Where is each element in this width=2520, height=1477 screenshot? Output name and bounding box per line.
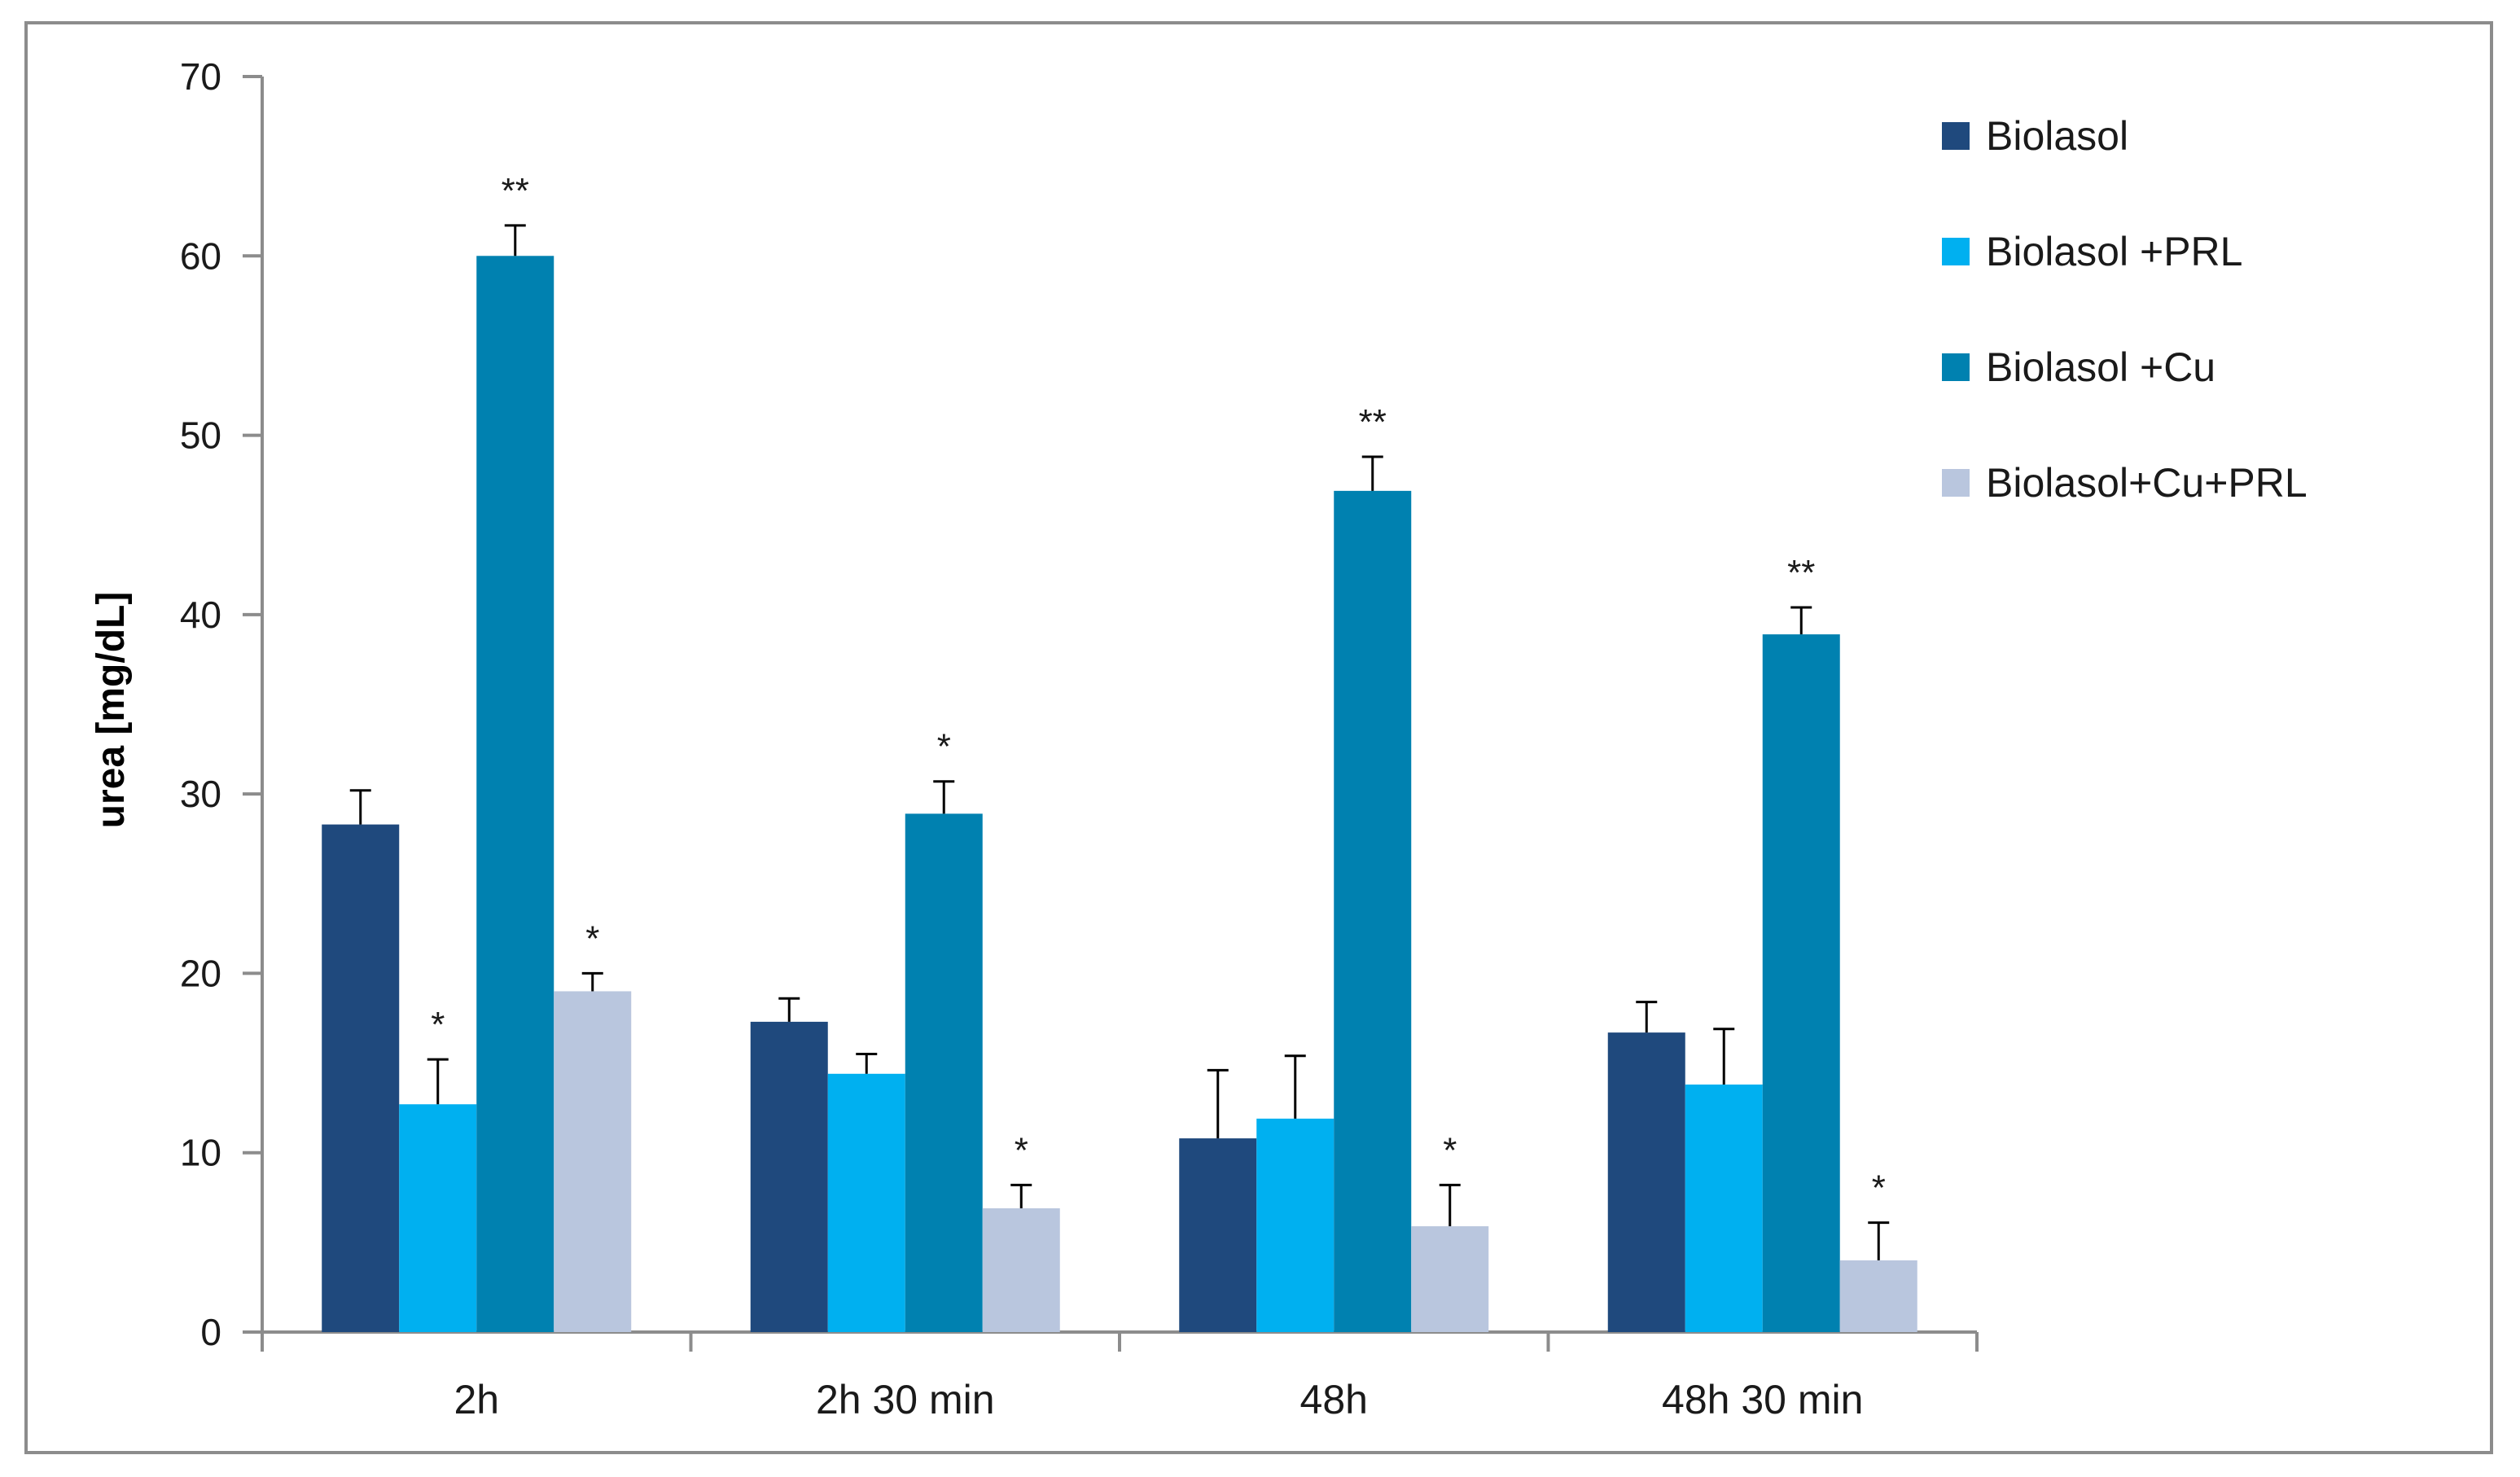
significance-label: * <box>585 918 599 958</box>
bar <box>1179 1138 1257 1332</box>
bar <box>1839 1260 1917 1332</box>
x-tick-label: 48h <box>1300 1377 1368 1422</box>
legend-swatch <box>1942 353 1970 381</box>
significance-label: * <box>1872 1168 1886 1208</box>
bar <box>476 256 554 1333</box>
y-tick-label: 50 <box>180 414 221 457</box>
legend: Biolasol Biolasol +PRL Biolasol +Cu Biolaso… <box>1942 113 2307 506</box>
y-tick-label: 60 <box>180 234 221 277</box>
x-tick-label: 2h <box>454 1377 499 1422</box>
bar <box>1607 1032 1685 1332</box>
y-tick-label: 30 <box>180 773 221 815</box>
y-tick-label: 0 <box>200 1311 221 1353</box>
bar <box>554 991 632 1332</box>
legend-swatch <box>1942 469 1970 497</box>
x-tick-label: 2h 30 min <box>816 1377 995 1422</box>
y-axis-label: urea [mg/dL] <box>90 592 133 829</box>
y-tick-label: 40 <box>180 594 221 636</box>
bar <box>399 1104 477 1332</box>
significance-label: ** <box>502 171 529 211</box>
significance-label: * <box>937 727 951 767</box>
bar <box>1762 634 1840 1332</box>
significance-label: * <box>1443 1130 1457 1170</box>
y-tick-label: 20 <box>180 952 221 994</box>
y-tick-label: 70 <box>180 55 221 98</box>
legend-label: Biolasol +Cu <box>1986 344 2215 390</box>
significance-label: ** <box>1359 402 1387 442</box>
y-tick-label: 10 <box>180 1132 221 1174</box>
legend-swatch <box>1942 238 1970 265</box>
bar <box>1334 490 1412 1332</box>
bar <box>322 824 400 1332</box>
bar <box>827 1073 905 1332</box>
bar <box>1685 1085 1763 1332</box>
significance-label: * <box>1015 1130 1028 1170</box>
legend-label: Biolasol+Cu+PRL <box>1986 460 2307 506</box>
bar <box>982 1208 1060 1332</box>
bar <box>1411 1226 1489 1332</box>
bar <box>750 1021 828 1332</box>
bar <box>905 813 983 1332</box>
x-tick-label: 48h 30 min <box>1662 1377 1863 1422</box>
bar <box>1256 1118 1335 1332</box>
legend-swatch <box>1942 122 1970 150</box>
bars: ************ <box>322 171 1917 1333</box>
legend-label: Biolasol <box>1986 113 2128 159</box>
significance-label: ** <box>1787 553 1815 593</box>
legend-label: Biolasol +PRL <box>1986 229 2242 274</box>
significance-label: * <box>431 1005 445 1045</box>
